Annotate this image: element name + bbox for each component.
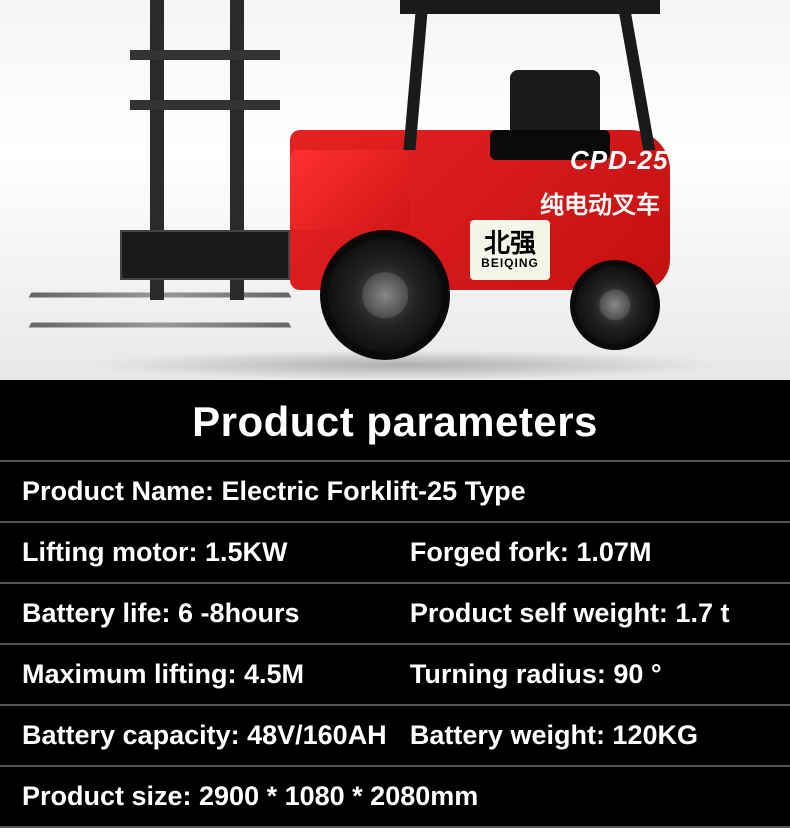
param-row: Battery capacity: 48V/160AH Battery weig… xyxy=(0,704,790,765)
param-self-weight: Product self weight: 1.7 t xyxy=(410,598,768,629)
brand-badge: 北强 BEIQING xyxy=(470,220,550,280)
brand-cn: 北强 xyxy=(484,230,536,256)
parameters-title: Product parameters xyxy=(0,380,790,460)
param-row-product-size: Product size: 2900 * 1080 * 2080mm xyxy=(0,765,790,828)
brand-en: BEIQING xyxy=(481,256,539,270)
model-label: CPD-25 xyxy=(570,145,668,176)
param-row: Lifting motor: 1.5KW Forged fork: 1.07M xyxy=(0,521,790,582)
parameters-panel: Product parameters Product Name: Electri… xyxy=(0,380,790,828)
param-text: Product size: 2900 * 1080 * 2080mm xyxy=(22,781,478,811)
param-lifting-motor: Lifting motor: 1.5KW xyxy=(22,537,410,568)
param-battery-capacity: Battery capacity: 48V/160AH xyxy=(22,720,410,751)
param-row-product-name: Product Name: Electric Forklift-25 Type xyxy=(0,460,790,521)
slogan-text: 纯电动叉车 xyxy=(540,185,660,220)
forklift-illustration: CPD-25 纯电动叉车 北强 BEIQING xyxy=(30,0,760,380)
param-turning-radius: Turning radius: 90 ° xyxy=(410,659,768,690)
param-row: Maximum lifting: 4.5M Turning radius: 90… xyxy=(0,643,790,704)
param-forged-fork: Forged fork: 1.07M xyxy=(410,537,768,568)
param-battery-life: Battery life: 6 -8hours xyxy=(22,598,410,629)
param-row: Battery life: 6 -8hours Product self wei… xyxy=(0,582,790,643)
param-battery-weight: Battery weight: 120KG xyxy=(410,720,768,751)
param-text: Product Name: Electric Forklift-25 Type xyxy=(22,476,526,506)
param-max-lifting: Maximum lifting: 4.5M xyxy=(22,659,410,690)
product-image-area: CPD-25 纯电动叉车 北强 BEIQING xyxy=(0,0,790,380)
